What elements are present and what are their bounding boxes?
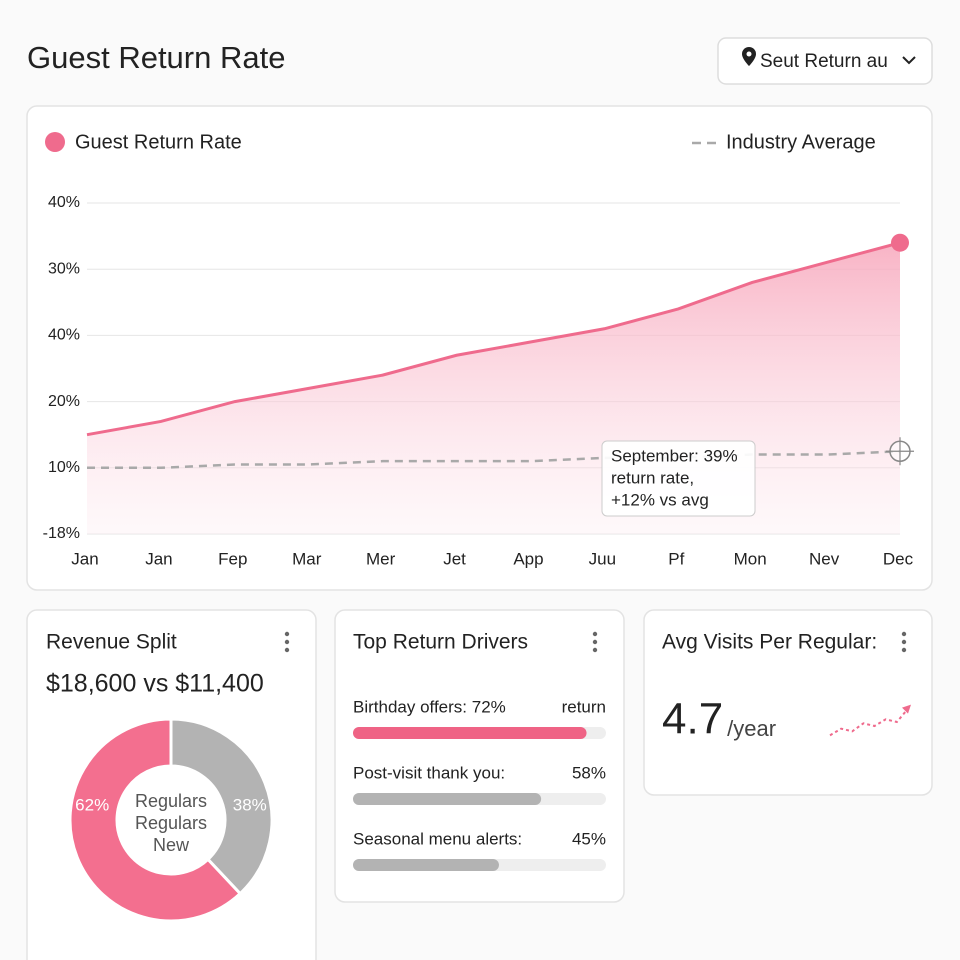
menu-icons bbox=[284, 631, 907, 653]
y-tick-label: 40% bbox=[48, 327, 80, 344]
location-button[interactable] bbox=[717, 37, 933, 85]
sparkline bbox=[829, 708, 909, 737]
x-tick-label: Mon bbox=[734, 549, 767, 568]
kpi-unit: /year bbox=[727, 716, 776, 741]
y-tick-label: 30% bbox=[48, 260, 80, 277]
card-title: Avg Visits Per Regular: bbox=[662, 631, 877, 654]
y-tick-label: 20% bbox=[48, 393, 80, 410]
tooltip-line: return rate, bbox=[611, 468, 694, 487]
legend-label: Industry Average bbox=[726, 131, 876, 153]
bar-value-label: 58% bbox=[572, 763, 606, 782]
x-tick-label: Nev bbox=[809, 549, 840, 568]
x-tick-label: Pf bbox=[668, 549, 684, 568]
line bbox=[87, 450, 901, 470]
x-tick-label: Jan bbox=[71, 549, 98, 568]
tooltip bbox=[601, 440, 756, 517]
bar-note: return bbox=[562, 697, 606, 716]
x-tick-label: Jan bbox=[145, 549, 172, 568]
line bbox=[86, 241, 901, 437]
donut-slice bbox=[68, 717, 243, 923]
bar bbox=[353, 859, 499, 871]
center-label: New bbox=[153, 835, 190, 855]
end-point bbox=[891, 233, 909, 252]
bar bbox=[353, 727, 587, 739]
x-tick-label: App bbox=[513, 549, 543, 568]
visits-card bbox=[643, 609, 933, 796]
y-tick-label: -18% bbox=[43, 525, 80, 542]
card-title: Top Return Drivers bbox=[353, 631, 528, 654]
bar-label: Seasonal menu alerts: bbox=[353, 829, 522, 848]
bar-label: Birthday offers: 72% bbox=[353, 697, 506, 716]
card-subtitle: $18,600 vs $11,400 bbox=[46, 670, 264, 698]
x-tick-label: Mar bbox=[292, 549, 322, 568]
bar-value-label: 45% bbox=[572, 829, 606, 848]
page-title: Guest Return Rate bbox=[27, 40, 285, 75]
crosshair-lines bbox=[886, 437, 914, 466]
slice-label: 62% bbox=[75, 796, 109, 815]
center-label: Regulars bbox=[135, 791, 207, 811]
kpi-value: 4.7 bbox=[662, 695, 723, 744]
sparkline-arrow bbox=[902, 704, 911, 714]
y-tick-label: 10% bbox=[48, 459, 80, 476]
slice-label: 38% bbox=[233, 795, 267, 814]
bar-label: Post-visit thank you: bbox=[353, 763, 505, 782]
tooltip-line: +12% vs avg bbox=[611, 490, 709, 509]
legend-label: Guest Return Rate bbox=[75, 131, 242, 153]
pin-hole bbox=[746, 51, 752, 57]
bar bbox=[353, 793, 542, 805]
drivers-card bbox=[334, 609, 625, 903]
chevron bbox=[902, 56, 916, 65]
card-title: Revenue Split bbox=[46, 631, 177, 654]
location-label: Seut Return au bbox=[760, 51, 888, 72]
x-tick-label: Jet bbox=[443, 549, 466, 568]
x-tick-label: Fep bbox=[218, 549, 247, 568]
center-label: Regulars bbox=[135, 813, 207, 833]
x-tick-label: Mer bbox=[366, 549, 396, 568]
y-tick-label: 40% bbox=[48, 194, 80, 211]
tooltip-line: September: 39% bbox=[611, 446, 738, 465]
x-tick-label: Juu bbox=[589, 549, 616, 568]
x-tick-label: Dec bbox=[883, 549, 914, 568]
donut-slice bbox=[169, 717, 274, 896]
legend-marker bbox=[45, 132, 65, 152]
